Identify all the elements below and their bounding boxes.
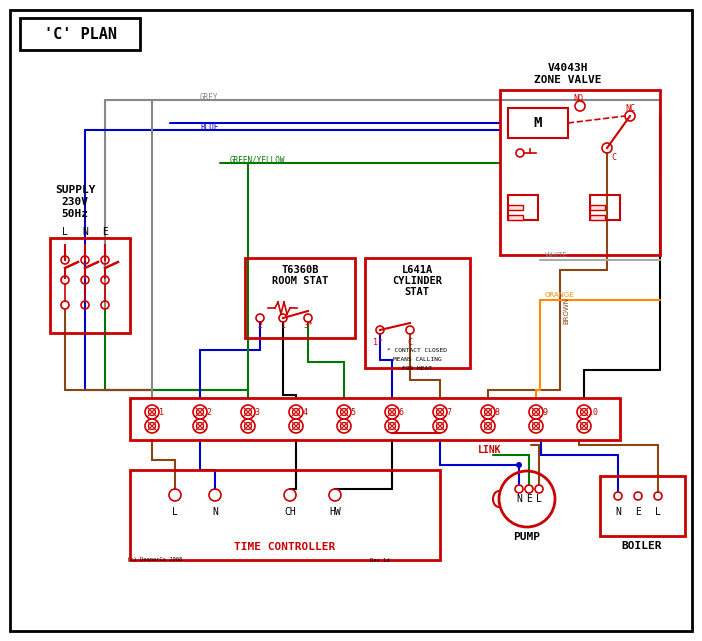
Text: M: M (534, 116, 542, 130)
Text: HW: HW (329, 507, 341, 517)
Text: 4: 4 (303, 408, 307, 417)
Bar (508, 215, 523, 220)
Text: SUPPLY: SUPPLY (55, 185, 95, 195)
Text: E: E (526, 494, 532, 504)
Text: C: C (407, 338, 413, 347)
Text: 2: 2 (206, 408, 211, 417)
Text: NO: NO (573, 94, 583, 103)
Text: 1: 1 (281, 320, 286, 329)
Bar (508, 195, 538, 220)
Text: N: N (516, 494, 522, 504)
Text: N: N (615, 507, 621, 517)
Bar (508, 205, 523, 210)
Text: 7: 7 (446, 408, 451, 417)
Text: 230V: 230V (62, 197, 88, 207)
Text: * CONTACT CLOSED: * CONTACT CLOSED (387, 347, 447, 353)
Text: 5: 5 (350, 408, 355, 417)
Text: CYLINDER: CYLINDER (392, 276, 442, 286)
Text: FOR HEAT: FOR HEAT (402, 365, 432, 370)
Bar (590, 205, 605, 210)
Text: BOILER: BOILER (622, 541, 662, 551)
Bar (500, 90, 660, 255)
Text: GREY: GREY (200, 92, 218, 101)
Text: PUMP: PUMP (513, 532, 541, 542)
Text: V4043H: V4043H (548, 63, 588, 73)
Text: BROWN: BROWN (563, 297, 569, 324)
Bar (245, 258, 355, 338)
Bar (20, 18, 140, 50)
Text: MEANS CALLING: MEANS CALLING (392, 356, 442, 362)
Text: ROOM STAT: ROOM STAT (272, 276, 328, 286)
Bar (50, 238, 130, 333)
Text: WHITE: WHITE (545, 252, 568, 258)
Text: E: E (635, 507, 641, 517)
Text: 50Hz: 50Hz (62, 209, 88, 219)
Text: GREEN/YELLOW: GREEN/YELLOW (230, 156, 286, 165)
Text: 3*: 3* (303, 320, 313, 329)
Text: N: N (82, 227, 88, 237)
Text: 'C' PLAN: 'C' PLAN (44, 26, 117, 42)
Text: L: L (62, 227, 68, 237)
Text: ORANGE: ORANGE (545, 292, 575, 298)
Text: NC: NC (625, 103, 635, 113)
Text: 8: 8 (494, 408, 500, 417)
Text: 1: 1 (159, 408, 164, 417)
Text: L641A: L641A (402, 265, 432, 275)
Text: 10: 10 (588, 408, 598, 417)
Text: 2: 2 (258, 320, 263, 329)
Text: Rev 1d: Rev 1d (370, 558, 390, 563)
Text: LINK: LINK (478, 445, 502, 455)
Text: STAT: STAT (404, 287, 430, 297)
Bar (365, 258, 470, 368)
Text: N: N (212, 507, 218, 517)
Text: 3: 3 (255, 408, 260, 417)
Text: E: E (102, 227, 108, 237)
Bar (130, 470, 440, 560)
Text: 1*: 1* (373, 338, 383, 347)
Text: 9: 9 (543, 408, 548, 417)
Circle shape (516, 462, 522, 468)
Text: L: L (655, 507, 661, 517)
Text: BLUE: BLUE (200, 122, 218, 131)
Text: 6: 6 (399, 408, 404, 417)
Text: L: L (536, 494, 542, 504)
Bar (590, 215, 605, 220)
Bar (130, 398, 620, 440)
Bar (600, 476, 685, 536)
Text: L: L (172, 507, 178, 517)
Bar (590, 195, 620, 220)
Text: TIME CONTROLLER: TIME CONTROLLER (234, 542, 336, 552)
Text: C: C (611, 153, 616, 162)
Text: (c) DeenerGs 2008: (c) DeenerGs 2008 (127, 558, 183, 563)
Text: CH: CH (284, 507, 296, 517)
Text: T6360B: T6360B (282, 265, 319, 275)
Bar (508, 108, 568, 138)
Text: ZONE VALVE: ZONE VALVE (534, 75, 602, 85)
